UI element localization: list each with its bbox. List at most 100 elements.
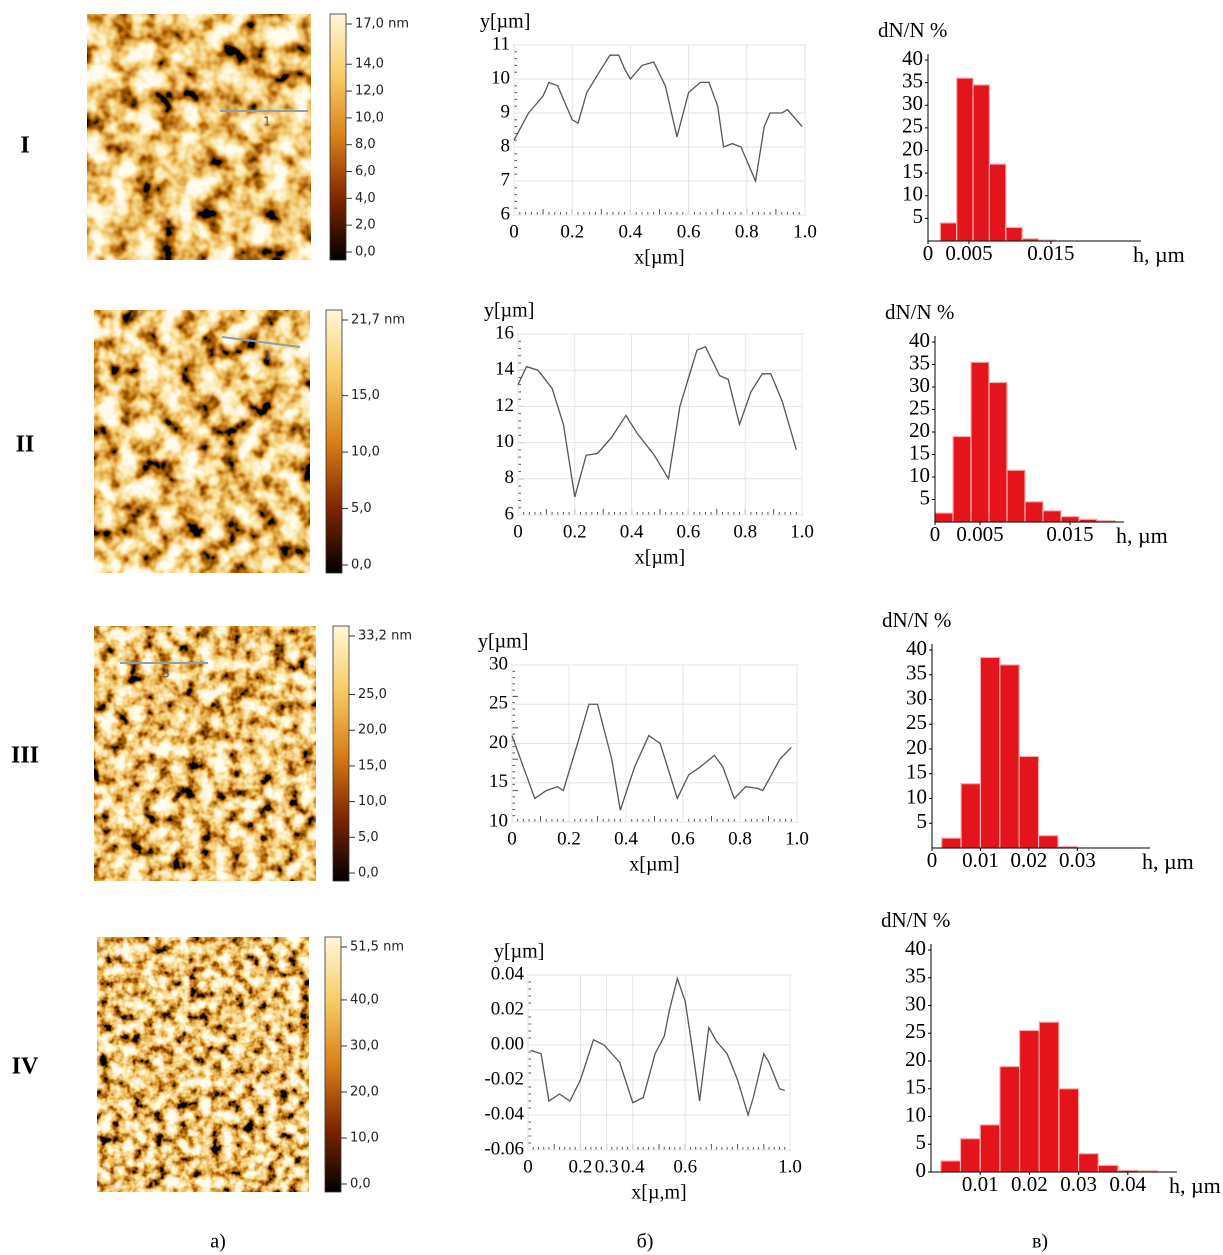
y-axis-label: y[µm] — [484, 300, 534, 322]
y-tick-label: 20 — [489, 732, 508, 753]
profile-curve — [517, 345, 797, 498]
x-tick-label: 0 — [523, 1156, 533, 1177]
profile-curve — [530, 976, 785, 1118]
y-tick-label: -0.04 — [484, 1103, 524, 1124]
y-tick-label: 5 — [916, 1130, 927, 1154]
x-tick-label: 0.03 — [1060, 1172, 1097, 1196]
x-tick-label: 0.02 — [1011, 1172, 1048, 1196]
colorbar-label: 21,7 nm — [351, 313, 405, 328]
x-tick-label: 0 — [930, 522, 941, 546]
y-tick-label: 15 — [905, 1075, 926, 1099]
row-label: III — [11, 743, 39, 769]
y-tick-label: 6 — [501, 203, 511, 224]
x-tick-label: 0.015 — [1046, 522, 1093, 546]
colorbar-label: 30,0 — [350, 1038, 379, 1053]
profile-marker: 1 — [263, 115, 271, 129]
colorbar-label: 2,0 — [355, 218, 376, 233]
x-tick-label: 0.005 — [956, 522, 1003, 546]
colorbar-label: 10,0 — [351, 445, 380, 460]
x-tick-label: 0.03 — [1059, 848, 1096, 872]
plot-frame — [517, 333, 803, 516]
plot-frame — [527, 974, 791, 1151]
y-tick-label: -0.02 — [484, 1068, 524, 1089]
bar — [1006, 469, 1026, 523]
colorbar-label: 25,0 — [358, 687, 387, 702]
y-tick-label: 20 — [902, 136, 923, 160]
bar — [972, 84, 991, 242]
colorbar-label: 5,0 — [358, 830, 379, 845]
bar — [939, 222, 958, 242]
x-tick-label: 0.6 — [673, 1156, 697, 1177]
afm-image — [94, 310, 310, 573]
x-tick-label: 1.0 — [778, 1156, 802, 1177]
x-tick-label: 0 — [923, 241, 934, 265]
y-tick-label: 0.00 — [491, 1033, 524, 1054]
y-tick-label: 35 — [902, 68, 923, 92]
bar — [1037, 835, 1059, 849]
y-tick-label: 10 — [489, 810, 508, 831]
x-tick-label: 0.4 — [621, 1156, 645, 1177]
bar — [1018, 1029, 1040, 1173]
bar — [988, 163, 1007, 242]
colorbar-label: 0,0 — [358, 866, 379, 881]
bar — [952, 435, 972, 523]
x-tick-label: 0.005 — [945, 241, 992, 265]
afm-image — [94, 626, 316, 881]
x-axis-label: h, µm — [1116, 523, 1168, 548]
y-tick-label: 35 — [909, 350, 930, 374]
bar — [979, 1124, 1001, 1173]
row-label: I — [20, 133, 29, 159]
colorbar-label: 10,0 — [350, 1130, 379, 1145]
panel-label: б) — [637, 1231, 654, 1253]
panel-label: в) — [1032, 1231, 1048, 1253]
panel-label: а) — [210, 1231, 226, 1253]
y-tick-label: 0 — [916, 1158, 927, 1182]
afm-image — [97, 937, 309, 1192]
x-axis-label: x[µm] — [629, 854, 679, 876]
y-tick-label: 30 — [489, 653, 508, 674]
colorbar-label: 0,0 — [351, 558, 372, 573]
y-tick-label: 10 — [491, 67, 510, 88]
y-tick-label: 35 — [906, 661, 927, 685]
row-label: IV — [12, 1054, 39, 1080]
bar — [988, 381, 1008, 523]
x-tick-label: 0.6 — [677, 521, 701, 542]
x-tick-label: 0.04 — [1109, 1172, 1146, 1196]
x-tick-label: 0 — [507, 828, 517, 849]
bar — [1018, 755, 1040, 849]
y-axis-label: dN/N % — [885, 300, 954, 324]
colorbar-label: 6,0 — [355, 164, 376, 179]
afm-image — [87, 14, 311, 260]
y-tick-label: 10 — [902, 182, 923, 206]
colorbar-label: 33,2 nm — [358, 629, 412, 644]
y-axis-label: y[µm] — [480, 11, 530, 33]
y-tick-label: 8 — [501, 135, 511, 156]
y-tick-label: 40 — [905, 936, 926, 960]
y-tick-label: 7 — [501, 169, 511, 190]
x-tick-label: 0 — [513, 521, 523, 542]
colorbar-label: 0,0 — [350, 1177, 371, 1192]
x-axis-label: x[µm] — [635, 547, 685, 569]
bar — [1024, 501, 1044, 523]
bar — [1038, 1021, 1060, 1173]
profile-marker: 1 — [264, 349, 272, 363]
x-tick-label: 0.8 — [733, 521, 757, 542]
x-axis-label: h, µm — [1169, 1173, 1221, 1198]
colorbar-label: 12,0 — [355, 84, 384, 99]
y-tick-label: 5 — [913, 204, 924, 228]
x-tick-label: 0.2 — [560, 221, 584, 242]
y-tick-label: 15 — [489, 771, 508, 792]
colorbar-label: 0,0 — [355, 245, 376, 260]
colorbar — [325, 309, 343, 574]
y-tick-label: 30 — [905, 991, 926, 1015]
y-tick-label: -0.06 — [484, 1138, 524, 1159]
profile-marker: 3 — [162, 667, 170, 681]
plot-frame — [513, 44, 806, 216]
profile-curve — [513, 54, 803, 184]
x-axis-label: x[µ,m] — [631, 1182, 686, 1204]
bar — [940, 1160, 962, 1173]
y-tick-label: 6 — [505, 503, 515, 524]
colorbar — [324, 936, 342, 1193]
row-label: II — [16, 432, 35, 458]
x-tick-label: 1.0 — [793, 221, 817, 242]
